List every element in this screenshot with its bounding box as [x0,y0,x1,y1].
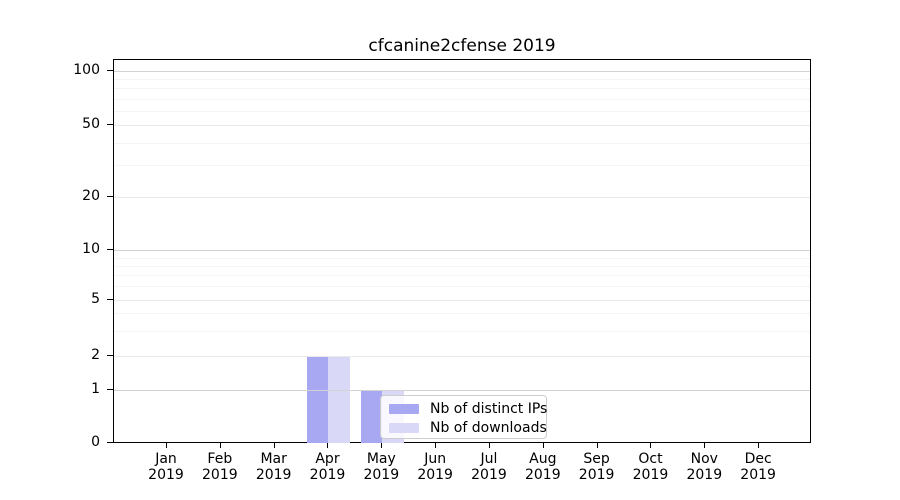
x-tick-mark [381,443,383,448]
x-tick-label: Apr 2019 [299,451,355,483]
x-tick-label: Mar 2019 [246,451,302,483]
x-tick-month: Sep [583,451,610,467]
x-tick-year: 2019 [686,467,723,483]
x-tick-label: Aug 2019 [515,451,571,483]
y-tick-label: 10 [82,241,100,257]
x-tick-month: Feb [207,451,233,467]
x-tick-year: 2019 [148,467,184,483]
x-tick-year: 2019 [417,467,453,483]
x-tick-month: Jan [155,451,177,467]
x-tick-mark [704,443,706,448]
legend-swatch [389,403,419,414]
y-tick-label: 100 [73,61,100,78]
y-tick-mark [107,196,113,197]
bar [306,356,329,443]
y-tick-mark [107,69,113,71]
x-axis: Jan 2019 Feb 2019 Mar 2019 Apr 2019 May 2019 Jun 20… [113,443,811,500]
x-tick-month: Jun [424,451,447,467]
y-tick-label: 1 [91,380,100,397]
y-tick-label: 0 [91,434,100,450]
x-tick-month: Oct [638,451,663,467]
legend-label: Nb of distinct IPs [430,400,548,417]
y-tick-mark [107,388,113,390]
x-tick-year: 2019 [202,467,238,483]
legend-label: Nb of downloads [430,419,547,436]
x-tick-month: May [366,451,396,467]
x-tick-year: 2019 [632,467,669,483]
x-tick-label: Sep 2019 [569,451,625,483]
x-tick-mark [166,443,167,448]
x-tick-month: Dec [744,451,772,467]
chart-title: cfcanine2cfense 2019 [368,36,556,56]
x-tick-month: Mar [260,451,287,467]
x-tick-mark [542,443,544,448]
legend-swatch [389,422,419,433]
grid-line-minor [114,313,810,315]
grid-line [114,389,810,391]
grid-line-minor [114,110,810,112]
legend-entry: Nb of downloads [389,418,547,437]
y-tick-mark [107,442,113,443]
grid-line [114,70,810,72]
grid-line-minor [114,257,810,259]
plot-area: Nb of distinct IPs Nb of downloads [113,59,811,443]
y-tick-mark [107,355,113,356]
x-tick-label: Dec 2019 [730,451,786,483]
y-tick-label: 2 [91,347,100,363]
y-axis: 0 1 2 5 10 20 50 100 [0,59,113,450]
bar [328,356,350,443]
x-tick-month: Apr [315,451,340,467]
x-tick-label: Feb 2019 [192,451,248,483]
x-tick-mark [327,443,329,448]
y-tick-label: 50 [82,116,100,132]
x-tick-month: Nov [690,451,718,467]
x-tick-year: 2019 [309,467,346,483]
x-tick-label: Nov 2019 [676,451,732,483]
grid-line-minor [114,275,810,277]
x-tick-year: 2019 [363,467,400,483]
grid-line [114,299,810,301]
y-tick-mark [107,124,113,125]
grid-line-minor [114,142,810,144]
x-tick-mark [650,443,652,448]
x-tick-year: 2019 [740,467,776,483]
y-tick-label: 20 [82,188,100,204]
x-tick-label: Jul 2019 [461,451,517,483]
x-tick-label: Jun 2019 [407,451,463,483]
grid-line [114,356,810,357]
bar [360,389,383,443]
grid-line-minor [114,78,810,80]
x-tick-month: Jul [480,451,498,467]
x-tick-year: 2019 [471,467,507,483]
grid-line-minor [114,88,810,90]
grid-line-minor [114,98,810,100]
grid-line-minor [114,330,810,332]
grid-line-minor [114,265,810,267]
x-tick-year: 2019 [578,467,615,483]
y-tick-mark [107,298,113,300]
x-tick-label: Oct 2019 [622,451,678,483]
y-tick-label: 5 [91,290,100,307]
x-tick-label: May 2019 [353,451,409,483]
legend-entry: Nb of distinct IPs [389,399,547,418]
x-tick-month: Aug [529,451,557,467]
legend: Nb of distinct IPs Nb of downloads [380,395,547,439]
gridlines-layer [114,60,810,442]
y-tick-mark [107,249,113,250]
grid-line-minor [114,286,810,288]
x-tick-label: Jan 2019 [138,451,194,483]
grid-line-minor [114,165,810,167]
grid-line [114,250,810,251]
grid-line [114,125,810,126]
x-tick-year: 2019 [255,467,292,483]
grid-line [114,197,810,198]
x-tick-mark [273,443,275,448]
x-tick-mark [435,443,437,448]
x-tick-mark [219,443,221,448]
x-tick-mark [596,443,598,448]
x-tick-year: 2019 [524,467,561,483]
x-tick-mark [488,443,490,448]
x-tick-mark [758,443,760,448]
